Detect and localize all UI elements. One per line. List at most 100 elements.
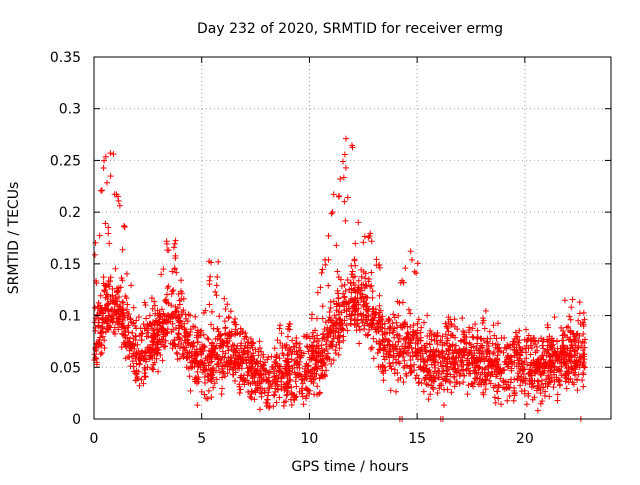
data-point bbox=[394, 331, 401, 338]
data-point bbox=[337, 332, 344, 339]
data-point bbox=[316, 375, 323, 382]
data-point bbox=[107, 278, 114, 285]
data-point bbox=[461, 372, 468, 379]
data-point bbox=[557, 360, 564, 367]
data-point bbox=[534, 407, 541, 414]
data-point bbox=[566, 350, 573, 357]
data-point bbox=[97, 329, 104, 336]
data-point bbox=[421, 319, 428, 326]
data-point bbox=[106, 240, 113, 247]
data-point bbox=[287, 376, 294, 383]
data-point bbox=[365, 234, 372, 241]
data-point bbox=[554, 397, 561, 404]
data-point bbox=[337, 317, 344, 324]
data-point bbox=[518, 349, 525, 356]
data-point bbox=[341, 303, 348, 310]
data-point bbox=[241, 381, 248, 388]
data-point bbox=[534, 382, 541, 389]
data-point bbox=[485, 342, 492, 349]
data-point bbox=[318, 342, 325, 349]
data-point bbox=[430, 386, 437, 393]
data-point bbox=[444, 386, 451, 393]
data-point bbox=[133, 360, 140, 367]
data-point bbox=[514, 375, 521, 382]
data-point bbox=[270, 391, 277, 398]
data-point bbox=[347, 315, 354, 322]
data-point bbox=[234, 355, 241, 362]
data-point bbox=[193, 380, 200, 387]
data-point bbox=[457, 357, 464, 364]
data-point bbox=[495, 361, 502, 368]
data-point bbox=[221, 295, 228, 302]
data-point bbox=[395, 338, 402, 345]
data-point bbox=[281, 342, 288, 349]
data-point bbox=[490, 322, 497, 329]
data-point bbox=[342, 135, 349, 142]
data-point bbox=[104, 307, 111, 314]
data-point bbox=[527, 335, 534, 342]
data-point bbox=[318, 363, 325, 370]
data-point bbox=[145, 323, 152, 330]
data-point bbox=[284, 355, 291, 362]
data-point bbox=[329, 209, 336, 216]
data-point bbox=[228, 332, 235, 339]
data-point bbox=[194, 339, 201, 346]
data-point bbox=[334, 335, 341, 342]
data-point bbox=[421, 366, 428, 373]
data-point bbox=[447, 371, 454, 378]
data-point bbox=[298, 373, 305, 380]
data-point bbox=[321, 359, 328, 366]
data-point bbox=[205, 373, 212, 380]
data-point bbox=[374, 323, 381, 330]
data-point bbox=[160, 266, 167, 273]
data-point bbox=[101, 157, 108, 164]
data-point bbox=[488, 368, 495, 375]
data-point bbox=[559, 332, 566, 339]
data-point bbox=[137, 353, 144, 360]
data-point bbox=[238, 340, 245, 347]
data-point bbox=[525, 332, 532, 339]
data-point bbox=[490, 349, 497, 356]
data-point bbox=[222, 373, 229, 380]
data-point bbox=[472, 321, 479, 328]
data-point bbox=[439, 348, 446, 355]
data-point bbox=[556, 367, 563, 374]
data-point bbox=[326, 309, 333, 316]
data-point bbox=[151, 359, 158, 366]
data-point bbox=[105, 224, 112, 231]
data-point bbox=[465, 382, 472, 389]
data-point bbox=[256, 338, 263, 345]
data-point bbox=[210, 364, 217, 371]
data-point bbox=[287, 346, 294, 353]
data-point bbox=[567, 316, 574, 323]
data-point bbox=[427, 391, 434, 398]
data-point bbox=[516, 327, 523, 334]
data-point bbox=[440, 402, 447, 409]
data-point bbox=[122, 355, 129, 362]
data-point bbox=[293, 383, 300, 390]
data-point bbox=[373, 256, 380, 263]
data-point bbox=[318, 372, 325, 379]
data-point bbox=[570, 330, 577, 337]
data-point bbox=[432, 364, 439, 371]
data-point bbox=[243, 334, 250, 341]
data-point bbox=[486, 362, 493, 369]
data-point bbox=[244, 338, 251, 345]
data-point bbox=[427, 347, 434, 354]
data-point bbox=[567, 329, 574, 336]
data-point bbox=[531, 366, 538, 373]
data-point bbox=[147, 344, 154, 351]
data-point bbox=[194, 368, 201, 375]
data-point bbox=[205, 387, 212, 394]
data-point bbox=[256, 378, 263, 385]
data-point bbox=[506, 342, 513, 349]
data-point bbox=[275, 386, 282, 393]
data-point bbox=[103, 179, 110, 186]
data-point bbox=[543, 376, 550, 383]
data-point bbox=[256, 406, 263, 413]
data-point bbox=[376, 302, 383, 309]
data-point bbox=[320, 330, 327, 337]
data-point bbox=[393, 388, 400, 395]
y-tick-label: 0.15 bbox=[50, 257, 81, 273]
data-point bbox=[116, 202, 123, 209]
